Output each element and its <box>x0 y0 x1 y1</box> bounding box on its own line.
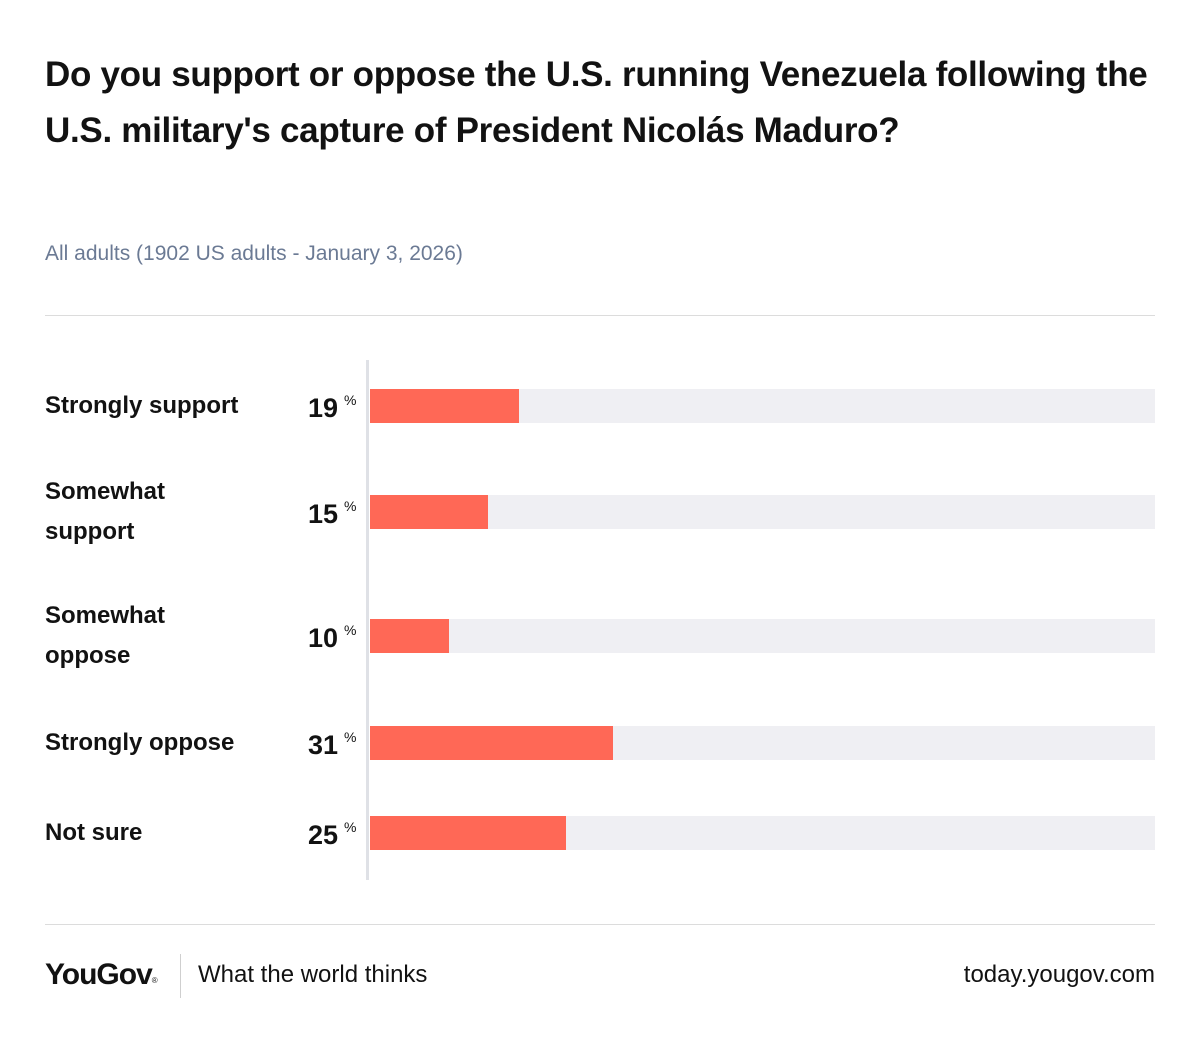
footer-tagline: What the world thinks <box>198 961 428 988</box>
yougov-logo[interactable]: YouGov® <box>45 955 158 995</box>
value-label: 15 <box>307 499 338 529</box>
percent-sign: % <box>344 622 357 638</box>
category-label: Somewhat support <box>45 478 166 545</box>
value-label: 31 <box>307 730 338 760</box>
category-label: Not sure <box>45 819 143 846</box>
chart-title: Do you support or oppose the U.S. runnin… <box>45 55 1148 150</box>
category-label: Strongly oppose <box>45 729 235 756</box>
bar <box>370 619 449 653</box>
chart-axis-line <box>366 360 369 880</box>
bar-track <box>370 389 1155 423</box>
registered-mark: ® <box>151 976 158 985</box>
footer-divider <box>180 954 181 998</box>
bar-track <box>370 726 1155 760</box>
bar-track <box>370 619 1155 653</box>
bar-track <box>370 816 1155 850</box>
bottom-divider <box>45 924 1155 925</box>
bar <box>370 495 488 529</box>
category-label: Strongly support <box>45 392 239 419</box>
bar <box>370 389 520 423</box>
percent-sign: % <box>344 392 357 408</box>
yougov-logo-text: YouGov <box>45 958 153 991</box>
bar-track <box>370 495 1155 529</box>
value-label: 10 <box>307 623 338 653</box>
value-label: 25 <box>307 820 338 850</box>
bar-chart: Strongly support 19% Somewhat support 15% So… <box>0 360 1200 880</box>
chart-subtitle: All adults (1902 US adults - January 3, … <box>45 242 463 265</box>
bar <box>370 816 567 850</box>
percent-sign: % <box>344 498 357 514</box>
percent-sign: % <box>344 819 357 835</box>
footer-url-link[interactable]: today.yougov.com <box>963 961 1155 988</box>
bar <box>370 726 614 760</box>
category-label: Somewhat oppose <box>45 602 166 669</box>
value-label: 19 <box>307 393 338 423</box>
top-divider <box>45 315 1155 316</box>
percent-sign: % <box>344 729 357 745</box>
